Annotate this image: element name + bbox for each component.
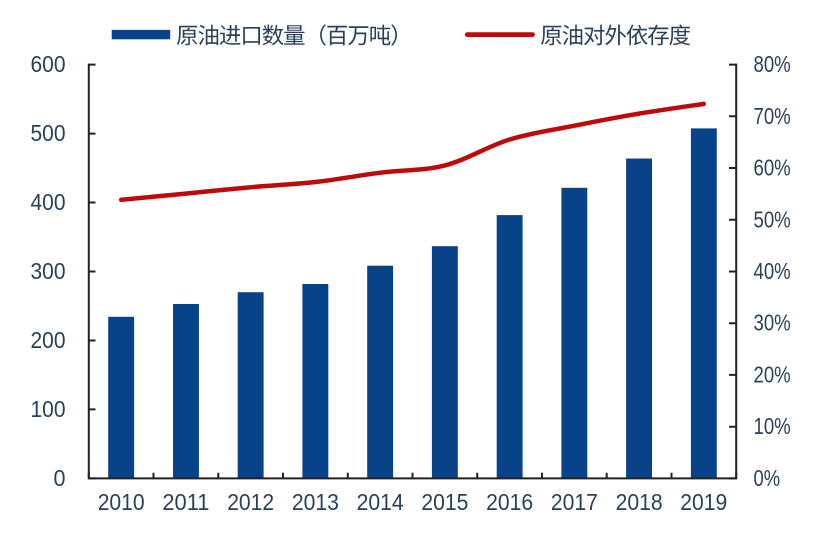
svg-text:2012: 2012 — [227, 489, 274, 515]
svg-text:2017: 2017 — [551, 489, 598, 515]
svg-text:400: 400 — [31, 189, 66, 215]
svg-text:70%: 70% — [754, 103, 791, 129]
svg-text:30%: 30% — [754, 310, 791, 336]
svg-text:2015: 2015 — [421, 489, 468, 515]
svg-text:40%: 40% — [754, 258, 791, 284]
svg-text:500: 500 — [31, 120, 66, 146]
svg-text:0: 0 — [54, 465, 66, 491]
svg-text:60%: 60% — [754, 155, 791, 181]
svg-text:100: 100 — [31, 396, 66, 422]
svg-text:2016: 2016 — [486, 489, 533, 515]
svg-text:600: 600 — [31, 51, 66, 77]
svg-text:200: 200 — [31, 327, 66, 353]
svg-text:10%: 10% — [754, 413, 791, 439]
svg-text:300: 300 — [31, 258, 66, 284]
svg-text:2010: 2010 — [98, 489, 145, 515]
svg-text:50%: 50% — [754, 206, 791, 232]
svg-text:2019: 2019 — [680, 489, 727, 515]
svg-text:2011: 2011 — [162, 489, 209, 515]
svg-text:2014: 2014 — [357, 489, 404, 515]
svg-text:80%: 80% — [754, 51, 791, 77]
svg-text:2018: 2018 — [616, 489, 663, 515]
svg-text:0%: 0% — [754, 465, 781, 491]
svg-text:20%: 20% — [754, 361, 791, 387]
svg-text:2013: 2013 — [292, 489, 339, 515]
